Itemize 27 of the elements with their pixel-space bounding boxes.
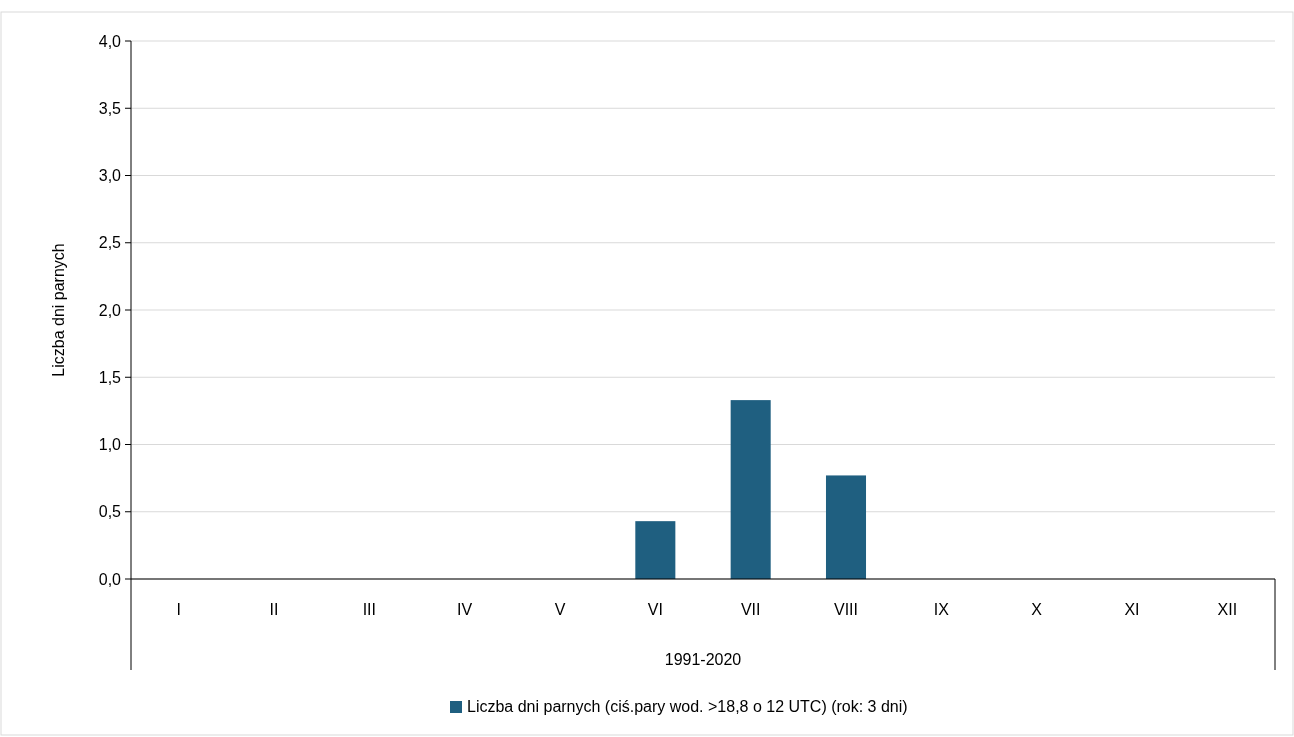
x-tick-label: I: [176, 601, 181, 618]
y-tick-label: 2,0: [98, 301, 122, 319]
bar: [635, 521, 676, 579]
x-tick-label: X: [1031, 601, 1043, 618]
y-tick-label: 2,5: [98, 234, 122, 252]
x-tick-label: III: [362, 601, 377, 618]
y-tick-label: 1,0: [98, 436, 122, 454]
x-tick-label: II: [269, 601, 279, 618]
y-tick-label: 0,5: [98, 503, 122, 521]
legend-label: Liczba dni parnych (ciś.pary wod. >18,8 o 12 UTC) (rok: 3 dni): [467, 698, 908, 715]
bar: [730, 400, 771, 579]
y-tick-label: 1,5: [98, 368, 122, 386]
x-axis-title: 1991-2020: [664, 651, 742, 668]
x-tick-label: IX: [933, 601, 950, 618]
x-tick-label: VI: [647, 601, 663, 618]
bar: [825, 475, 867, 579]
y-axis-title: Liczba dni parnych: [50, 243, 67, 377]
y-tick-label: 4,0: [98, 32, 122, 50]
x-tick-label: VII: [740, 601, 761, 618]
y-tick-label: 3,5: [98, 99, 122, 117]
y-tick-label: 0,0: [98, 570, 122, 588]
x-tick-label: VIII: [833, 601, 859, 618]
y-tick-label: 3,0: [98, 167, 122, 185]
x-tick-label: XII: [1217, 601, 1238, 618]
x-tick-label: XI: [1124, 601, 1140, 618]
x-tick-label: IV: [457, 601, 473, 618]
x-tick-label: V: [554, 601, 566, 618]
